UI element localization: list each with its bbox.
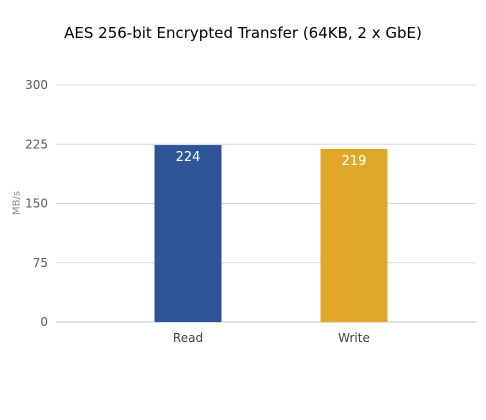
y-tick-label: 300: [25, 78, 48, 92]
x-category-label: Write: [338, 331, 370, 345]
data-label: 219: [342, 154, 367, 169]
chart-title: AES 256-bit Encrypted Transfer (64KB, 2 …: [64, 24, 422, 42]
bar-read: [154, 145, 222, 322]
y-tick-label: 75: [33, 256, 48, 270]
y-tick-label: 0: [40, 315, 48, 329]
y-tick-label: 225: [25, 137, 48, 151]
data-label: 224: [176, 150, 201, 165]
bar-write: [320, 148, 388, 322]
y-tick-label: 150: [25, 197, 48, 211]
x-category-label: Read: [173, 331, 203, 345]
